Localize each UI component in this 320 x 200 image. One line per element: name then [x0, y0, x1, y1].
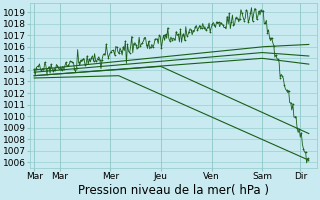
X-axis label: Pression niveau de la mer( hPa ): Pression niveau de la mer( hPa ) — [78, 184, 269, 197]
